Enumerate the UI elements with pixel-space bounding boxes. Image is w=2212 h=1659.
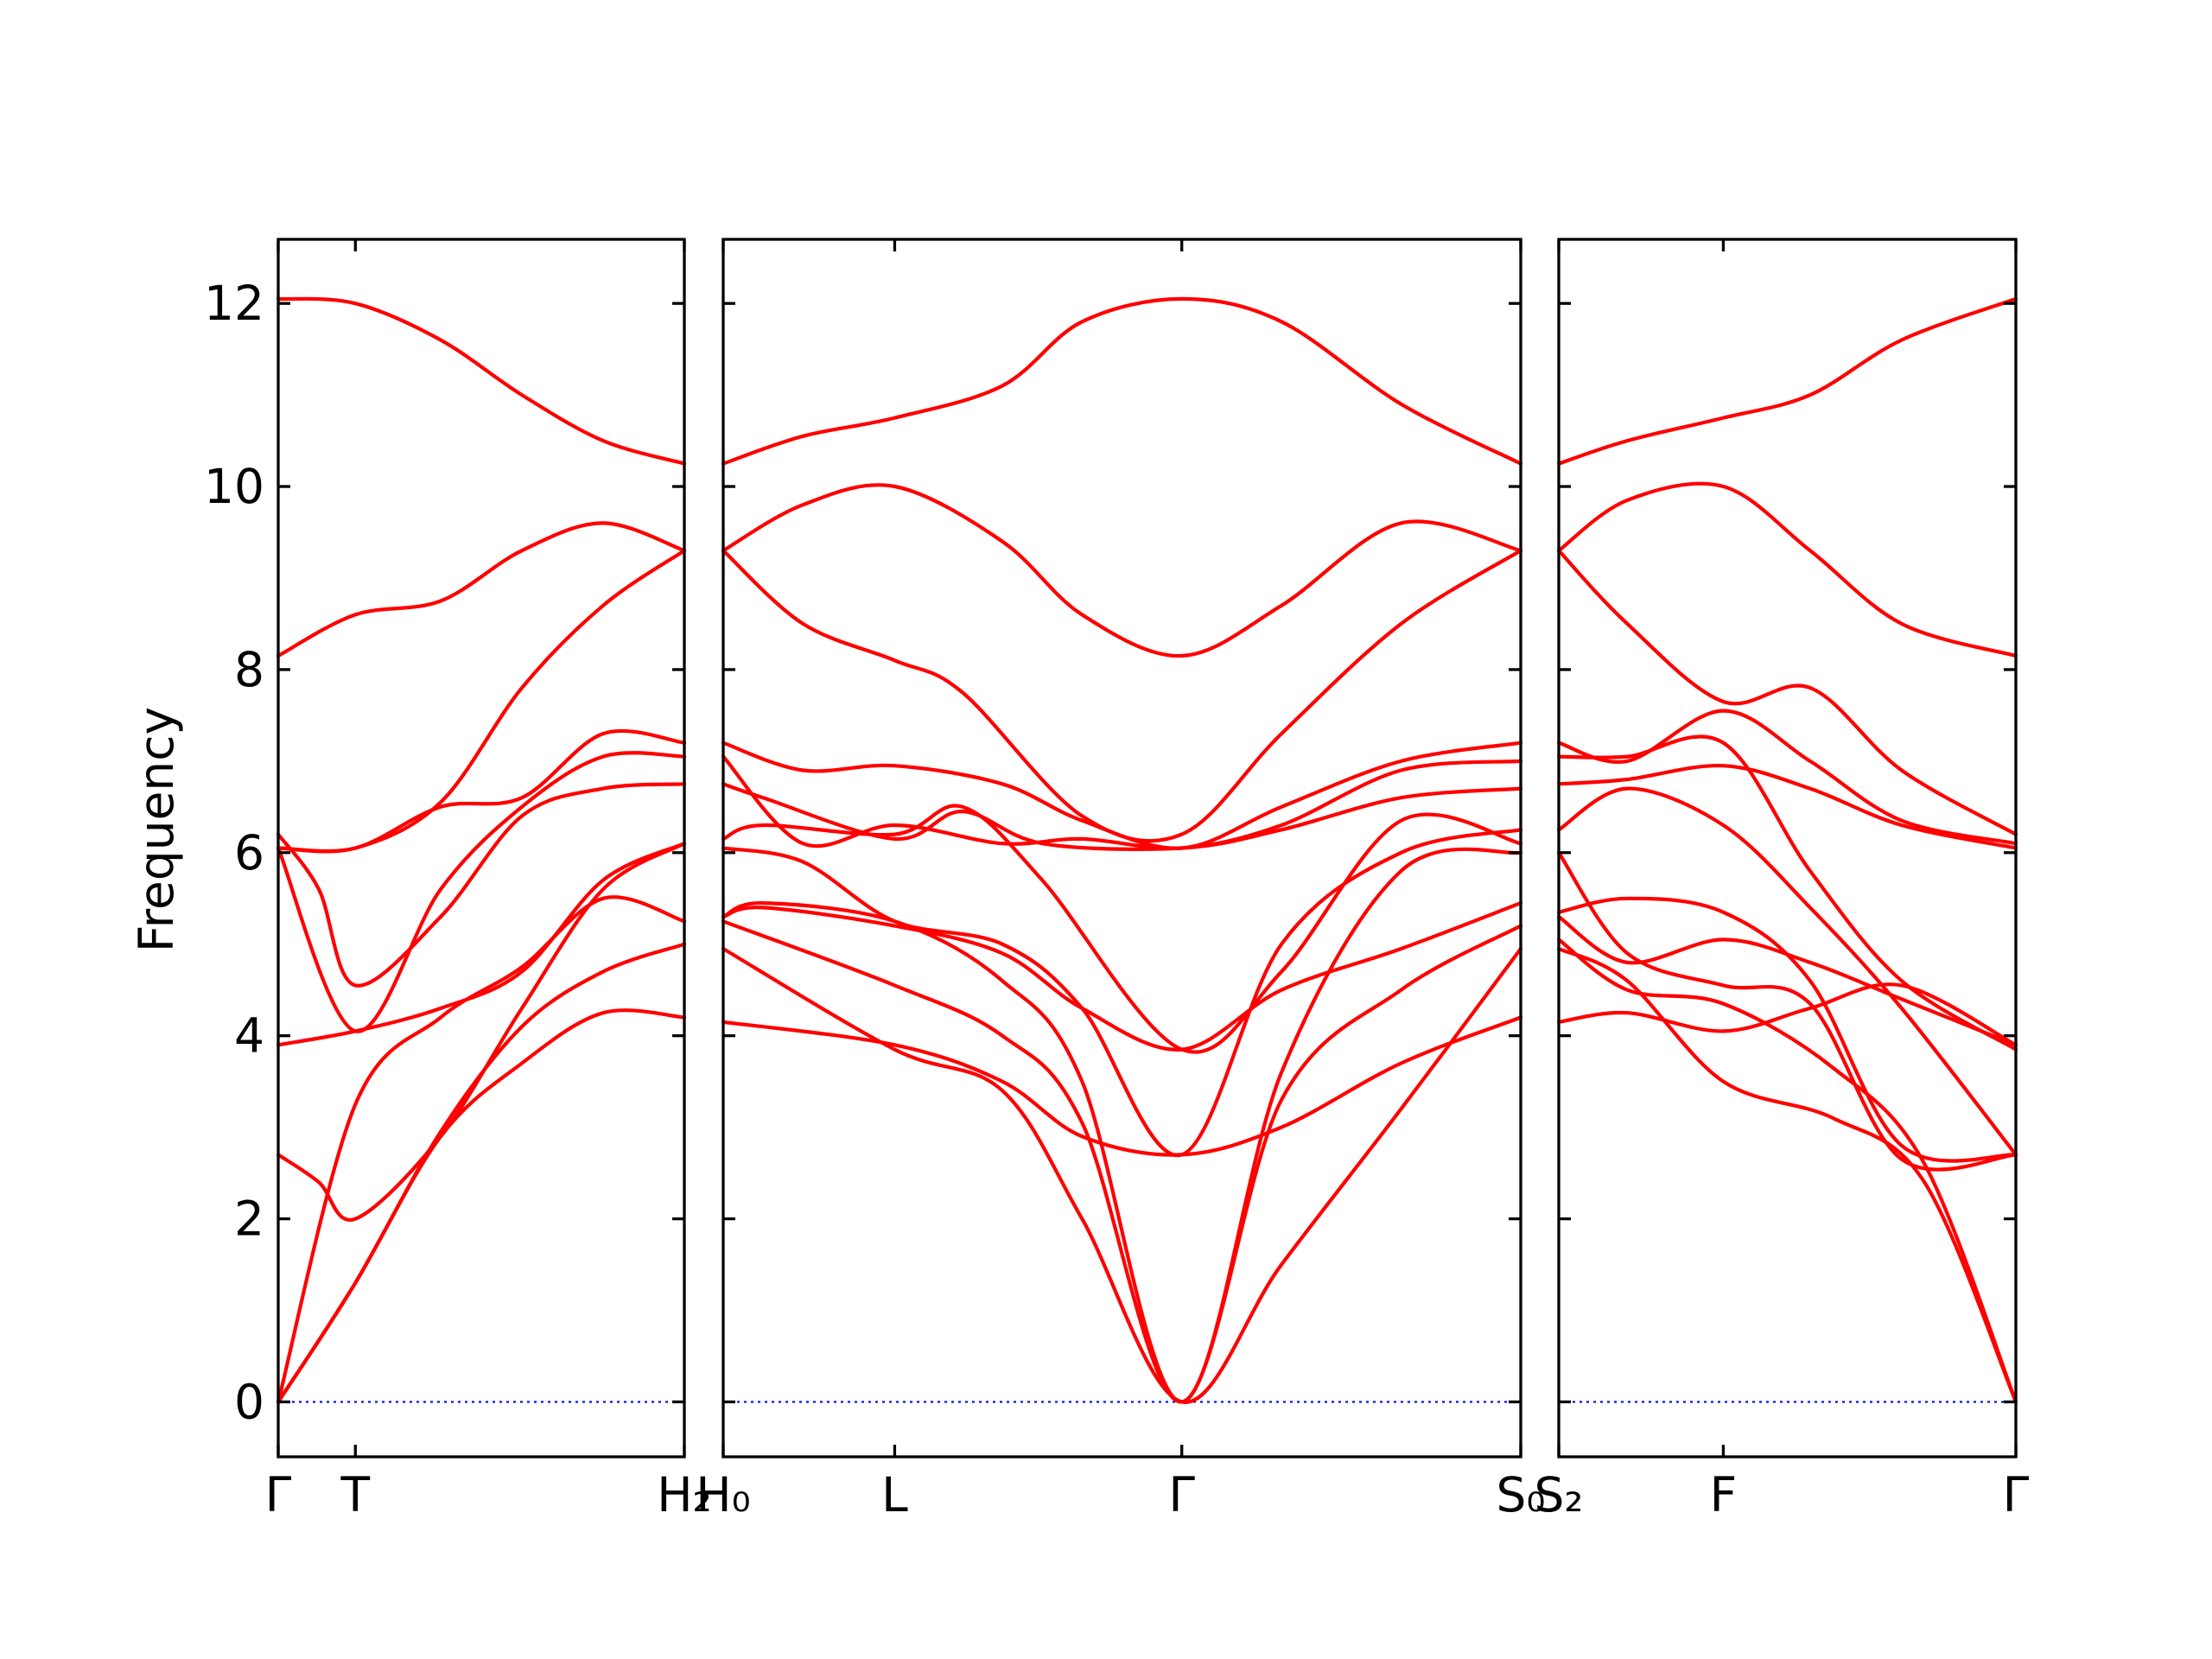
band-line-2-1 [721,1015,1523,1157]
panel-frame [721,238,1522,1459]
band-line-2-4 [721,901,1523,1052]
band-line-1-4 [276,842,687,1222]
y-tick-label: 12 [204,276,264,331]
x-tick-label: S₂ [1535,1467,1584,1522]
y-tick-label: 0 [234,1374,264,1429]
x-tick-label: Γ [1168,1467,1195,1522]
panel-frame [1557,238,2018,1459]
band-line-1-9 [276,549,687,854]
band-line-2-12 [721,483,1523,658]
y-tick-label: 6 [234,825,264,880]
band-line-3-3 [1556,938,2018,1404]
band-line-1-2 [276,942,687,1404]
band-line-3-7 [1556,786,2018,1157]
band-line-3-8 [1556,763,2018,850]
x-tick-label: H₀ [696,1467,750,1522]
x-tick-label: Γ [265,1467,292,1522]
y-tick-label: 4 [234,1008,264,1064]
band-line-3-5 [1556,896,2018,1163]
panel-frame [276,238,686,1459]
y-axis-label: Frequency [129,707,184,952]
band-panel-3: S₂ F Γ [1535,238,2030,1522]
band-line-2-3 [721,919,1523,1404]
band-line-3-2 [1556,946,2018,1404]
band-line-3-12 [1556,481,2018,658]
y-tick-label: 2 [234,1192,264,1247]
y-tick-label: 8 [234,642,264,697]
x-tick-label: H₂ [657,1467,711,1522]
band-line-3-6 [1556,850,2018,1172]
x-tick-label: Γ [2003,1467,2030,1522]
band-line-2-9 [721,754,1523,850]
band-line-3-13 [1556,296,2018,466]
band-line-3-4 [1556,914,2018,1047]
band-line-1-10 [276,521,687,658]
band-line-3-1 [1556,982,2018,1047]
band-panel-2: H₀ L Γ S₀ [696,238,1546,1522]
band-line-2-6 [721,828,1523,1158]
band-line-1-3 [276,895,687,1404]
band-line-3-9 [1556,734,2018,1052]
band-line-3-10 [1556,709,2018,846]
band-panel-1: 0 2 4 6 8 10 12 Γ T H₂ [204,238,712,1522]
band-line-1-6 [276,782,687,988]
band-line-1-7 [276,751,687,1033]
band-line-2-13 [721,296,1523,466]
band-line-2-11 [721,549,1523,843]
band-line-2-5 [721,847,1523,1404]
band-line-3-11 [1556,549,2018,836]
band-line-2-8 [721,782,1523,851]
x-tick-label: S₀ [1497,1467,1546,1522]
x-tick-label: T [340,1467,370,1522]
band-line-1-11 [276,296,687,466]
x-tick-label: L [881,1467,908,1522]
y-tick-label: 10 [204,459,264,514]
band-line-2-2 [721,946,1523,1404]
x-tick-label: F [1710,1467,1738,1522]
